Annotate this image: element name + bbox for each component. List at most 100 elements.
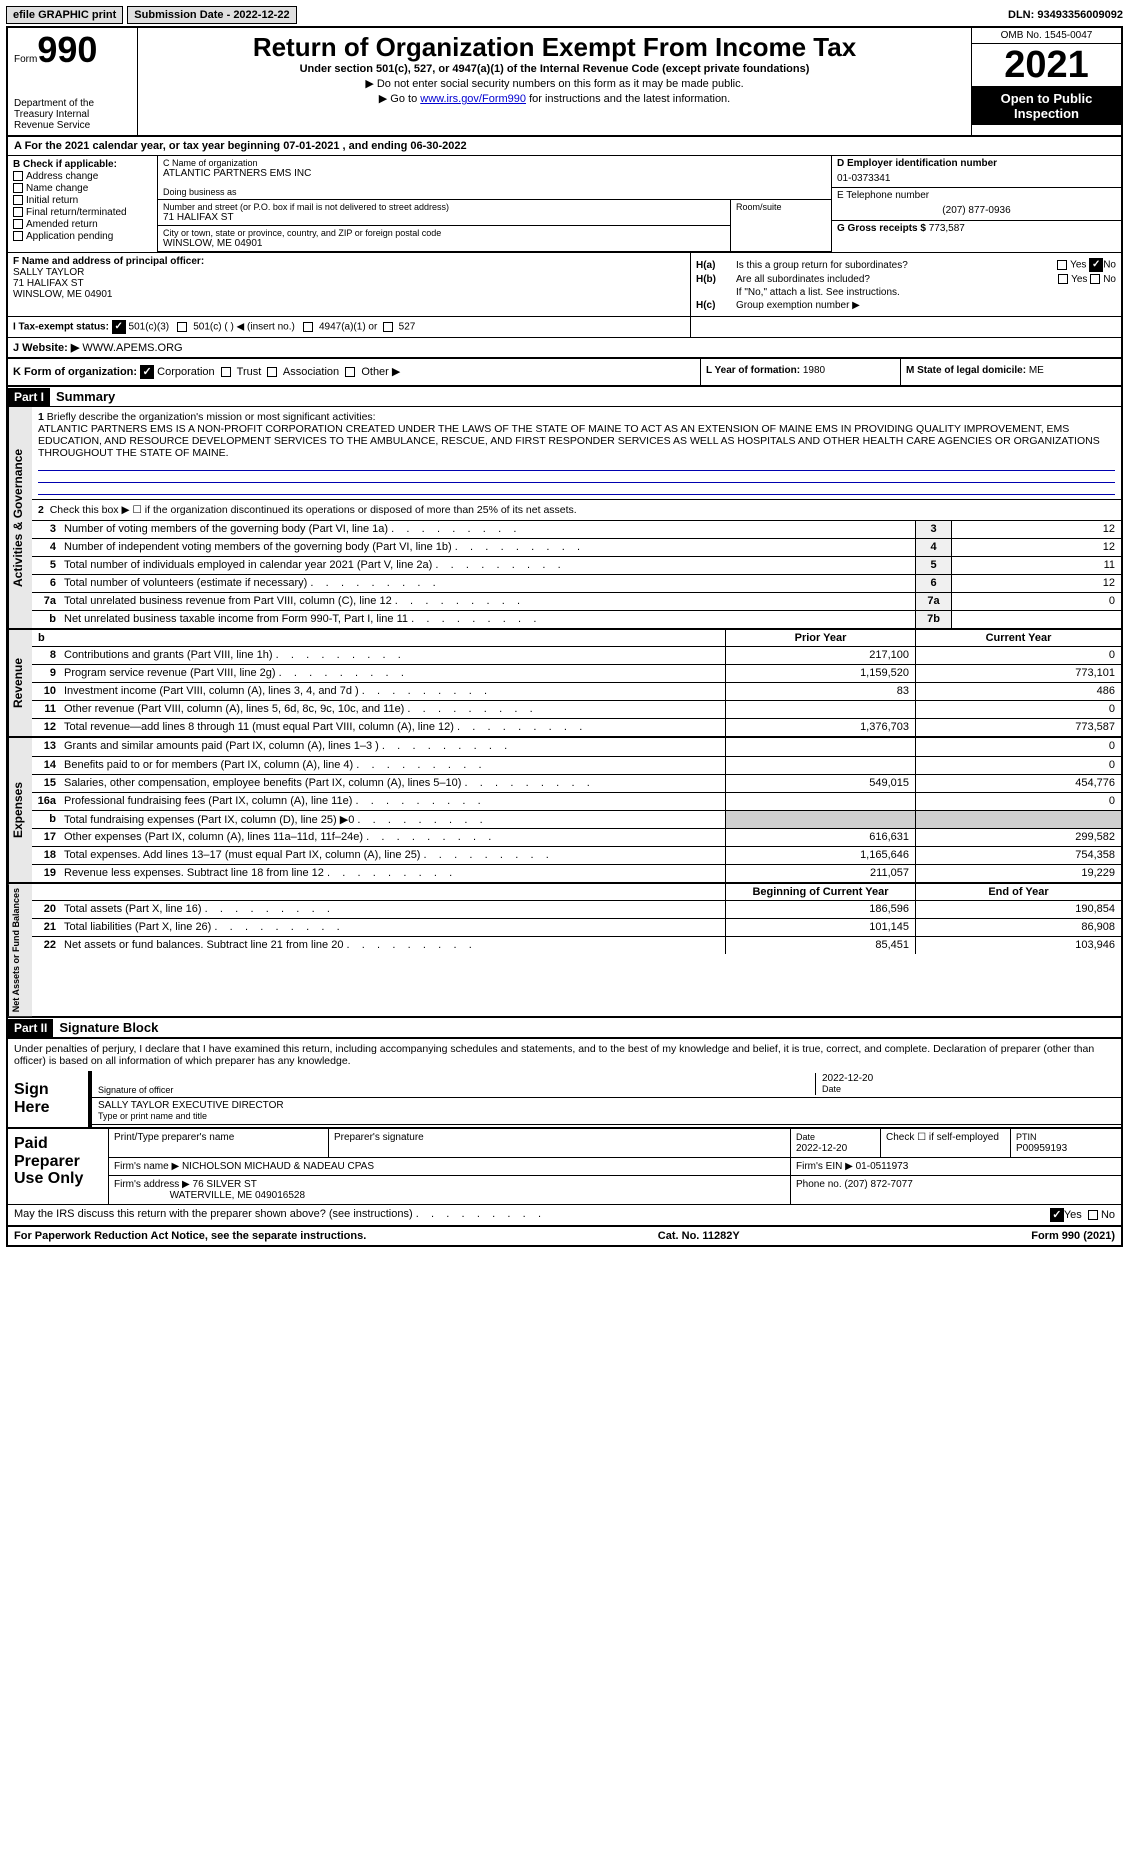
org-name-cell: C Name of organization ATLANTIC PARTNERS… xyxy=(158,156,831,200)
side-tab-governance: Activities & Governance xyxy=(8,407,32,628)
form-title: Return of Organization Exempt From Incom… xyxy=(142,32,967,63)
side-tab-revenue: Revenue xyxy=(8,630,32,736)
open-public-badge: Open to Public Inspection xyxy=(972,87,1121,125)
chk-address-change[interactable]: Address change xyxy=(13,171,152,182)
part2-title: Signature Block xyxy=(53,1018,164,1037)
netasset-row: 21Total liabilities (Part X, line 26) 10… xyxy=(32,918,1121,936)
state-domicile: ME xyxy=(1029,365,1044,376)
k-other-checkbox[interactable] xyxy=(345,367,355,377)
paid-preparer-label: Paid Preparer Use Only xyxy=(8,1129,108,1204)
submission-date-button[interactable]: Submission Date - 2022-12-22 xyxy=(127,6,296,24)
501c3-checkbox[interactable]: ✓ xyxy=(112,320,126,334)
section-bcd: B Check if applicable: Address change Na… xyxy=(8,156,1121,253)
chk-final-return[interactable]: Final return/terminated xyxy=(13,207,152,218)
form-ref: Form 990 (2021) xyxy=(1031,1230,1115,1242)
section-k: K Form of organization: ✓ Corporation Tr… xyxy=(8,359,1121,387)
revenue-row: 12Total revenue—add lines 8 through 11 (… xyxy=(32,718,1121,736)
k-assoc-checkbox[interactable] xyxy=(267,367,277,377)
firm-addr2: WATERVILLE, ME 049016528 xyxy=(170,1190,305,1201)
section-fgh: F Name and address of principal officer:… xyxy=(8,253,1121,317)
column-d: D Employer identification number 01-0373… xyxy=(831,156,1121,252)
efile-print-button[interactable]: efile GRAPHIC print xyxy=(6,6,123,24)
preparer-date: 2022-12-20 xyxy=(796,1143,847,1154)
street-address: 71 HALIFAX ST xyxy=(163,212,725,223)
hb-yes-checkbox[interactable] xyxy=(1058,274,1068,284)
irs-link[interactable]: www.irs.gov/Form990 xyxy=(420,93,526,105)
k-trust-checkbox[interactable] xyxy=(221,367,231,377)
sign-here-label: Sign Here xyxy=(8,1071,88,1127)
omb-number: OMB No. 1545-0047 xyxy=(972,28,1121,44)
ha-no-checkbox[interactable]: ✓ xyxy=(1089,258,1103,272)
prior-year-header: Prior Year xyxy=(725,630,915,646)
part2-badge: Part II xyxy=(8,1019,53,1037)
expense-row: 13Grants and similar amounts paid (Part … xyxy=(32,738,1121,756)
form-subtitle: Under section 501(c), 527, or 4947(a)(1)… xyxy=(142,63,967,75)
mission-block: 1 Briefly describe the organization's mi… xyxy=(32,407,1121,499)
firm-ein: 01-0511973 xyxy=(856,1161,909,1172)
section-i: I Tax-exempt status: ✓ 501(c)(3) 501(c) … xyxy=(8,317,1121,338)
sign-here-block: Sign Here Signature of officer 2022-12-2… xyxy=(8,1071,1121,1127)
chk-amended-return[interactable]: Amended return xyxy=(13,219,152,230)
officer-name: SALLY TAYLOR xyxy=(13,267,685,278)
top-bar: efile GRAPHIC print Submission Date - 20… xyxy=(6,6,1123,24)
section-h: H(a) Is this a group return for subordin… xyxy=(691,253,1121,316)
expense-row: 14Benefits paid to or for members (Part … xyxy=(32,756,1121,774)
address-row: Number and street (or P.O. box if mail i… xyxy=(158,200,831,252)
officer-name-title: SALLY TAYLOR EXECUTIVE DIRECTOR xyxy=(98,1100,284,1111)
cat-number: Cat. No. 11282Y xyxy=(366,1230,1031,1242)
part1-title: Summary xyxy=(50,387,121,406)
firm-name: NICHOLSON MICHAUD & NADEAU CPAS xyxy=(182,1161,374,1172)
ssn-warning: ▶ Do not enter social security numbers o… xyxy=(142,77,967,90)
header-mid: Return of Organization Exempt From Incom… xyxy=(138,28,971,135)
side-tab-netassets: Net Assets or Fund Balances xyxy=(8,884,32,1016)
end-year-header: End of Year xyxy=(915,884,1121,900)
tax-year: 2021 xyxy=(972,44,1121,87)
527-checkbox[interactable] xyxy=(383,322,393,332)
header-left: Form990 Department of the Treasury Inter… xyxy=(8,28,138,135)
ha-yes-checkbox[interactable] xyxy=(1057,260,1067,270)
column-b: B Check if applicable: Address change Na… xyxy=(8,156,158,252)
ptin-value: P00959193 xyxy=(1016,1143,1067,1154)
section-j: J Website: ▶ WWW.APEMS.ORG xyxy=(8,338,1121,359)
self-employed-check[interactable]: Check ☐ if self-employed xyxy=(881,1129,1011,1157)
form-container: Form990 Department of the Treasury Inter… xyxy=(6,26,1123,1247)
discuss-yes-checkbox[interactable]: ✓ xyxy=(1050,1208,1064,1222)
chk-application-pending[interactable]: Application pending xyxy=(13,231,152,242)
perjury-declaration: Under penalties of perjury, I declare th… xyxy=(8,1038,1121,1071)
chk-name-change[interactable]: Name change xyxy=(13,183,152,194)
footer-row: For Paperwork Reduction Act Notice, see … xyxy=(8,1225,1121,1245)
gov-row: bNet unrelated business taxable income f… xyxy=(32,610,1121,628)
501c-checkbox[interactable] xyxy=(177,322,187,332)
gov-row: 4Number of independent voting members of… xyxy=(32,538,1121,556)
form-header: Form990 Department of the Treasury Inter… xyxy=(8,28,1121,137)
hb-no-checkbox[interactable] xyxy=(1090,274,1100,284)
current-year-header: Current Year xyxy=(915,630,1121,646)
gov-row: 7aTotal unrelated business revenue from … xyxy=(32,592,1121,610)
netassets-section: Net Assets or Fund Balances Beginning of… xyxy=(8,882,1121,1016)
4947-checkbox[interactable] xyxy=(303,322,313,332)
revenue-row: 8Contributions and grants (Part VIII, li… xyxy=(32,646,1121,664)
firm-addr1: 76 SILVER ST xyxy=(193,1179,257,1190)
netasset-row: 20Total assets (Part X, line 16) 186,596… xyxy=(32,900,1121,918)
expense-row: bTotal fundraising expenses (Part IX, co… xyxy=(32,810,1121,828)
expense-row: 15Salaries, other compensation, employee… xyxy=(32,774,1121,792)
room-suite-cell: Room/suite xyxy=(731,200,831,251)
col-b-header: B Check if applicable: xyxy=(13,159,152,170)
k-corp-checkbox[interactable]: ✓ xyxy=(140,365,154,379)
governance-section: Activities & Governance 1 Briefly descri… xyxy=(8,407,1121,628)
expenses-section: Expenses 13Grants and similar amounts pa… xyxy=(8,736,1121,882)
principal-officer: F Name and address of principal officer:… xyxy=(8,253,691,316)
side-tab-expenses: Expenses xyxy=(8,738,32,882)
ein-value: 01-0373341 xyxy=(837,173,1116,184)
line-2: 2 Check this box ▶ ☐ if the organization… xyxy=(32,499,1121,520)
header-right: OMB No. 1545-0047 2021 Open to Public In… xyxy=(971,28,1121,135)
firm-phone: (207) 872-7077 xyxy=(844,1179,912,1190)
revenue-section: Revenue b Prior Year Current Year 8Contr… xyxy=(8,628,1121,736)
expense-row: 16aProfessional fundraising fees (Part I… xyxy=(32,792,1121,810)
gov-row: 3Number of voting members of the governi… xyxy=(32,520,1121,538)
gov-row: 6Total number of volunteers (estimate if… xyxy=(32,574,1121,592)
chk-initial-return[interactable]: Initial return xyxy=(13,195,152,206)
part1-header-row: Part I Summary xyxy=(8,387,1121,407)
expense-row: 17Other expenses (Part IX, column (A), l… xyxy=(32,828,1121,846)
discuss-no-checkbox[interactable] xyxy=(1088,1210,1098,1220)
